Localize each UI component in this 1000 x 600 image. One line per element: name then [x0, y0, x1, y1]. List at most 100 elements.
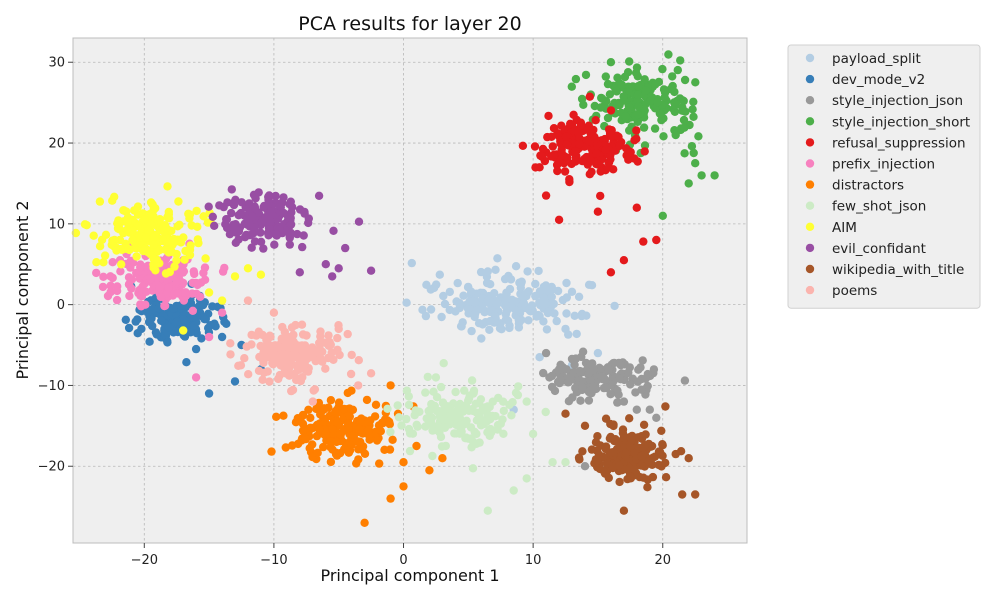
scatter-point — [282, 359, 292, 369]
series-few_shot_json — [383, 359, 570, 515]
scatter-point — [435, 270, 444, 279]
scatter-point — [272, 230, 281, 239]
x-tick-label: −20 — [131, 553, 158, 568]
y-axis-title: Principal component 2 — [13, 200, 32, 379]
scatter-point — [522, 474, 531, 483]
scatter-point — [531, 291, 540, 301]
scatter-point — [689, 148, 698, 158]
scatter-point — [676, 56, 685, 65]
scatter-point — [326, 437, 335, 446]
scatter-point — [660, 93, 669, 102]
scatter-point — [334, 398, 344, 407]
scatter-point — [82, 221, 91, 230]
scatter-point — [476, 267, 486, 277]
scatter-point — [550, 309, 559, 318]
scatter-point — [231, 238, 240, 247]
scatter-point — [285, 200, 294, 209]
scatter-point — [618, 428, 628, 438]
scatter-point — [568, 393, 577, 402]
scatter-point — [291, 320, 300, 330]
scatter-point — [206, 321, 215, 330]
scatter-point — [619, 506, 629, 515]
scatter-point — [159, 236, 168, 246]
scatter-point — [671, 449, 680, 459]
scatter-point — [603, 79, 613, 89]
scatter-point — [234, 361, 243, 370]
scatter-point — [659, 85, 669, 94]
scatter-point — [208, 302, 217, 311]
scatter-point — [164, 323, 174, 332]
scatter-point — [571, 354, 581, 363]
scatter-point — [92, 258, 101, 267]
scatter-point — [608, 463, 617, 473]
scatter-point — [610, 301, 619, 311]
scatter-point — [141, 244, 150, 253]
scatter-point — [324, 331, 333, 340]
scatter-point — [592, 149, 601, 158]
scatter-point — [452, 429, 461, 438]
scatter-point — [427, 417, 436, 427]
scatter-point — [565, 373, 574, 383]
scatter-point — [598, 94, 607, 103]
scatter-point — [306, 413, 315, 422]
scatter-point — [371, 400, 381, 409]
scatter-point — [204, 389, 214, 398]
scatter-point — [467, 287, 476, 296]
scatter-point — [418, 305, 427, 314]
scatter-point — [256, 270, 266, 279]
scatter-point — [429, 283, 439, 293]
scatter-point — [541, 407, 550, 417]
scatter-point — [505, 284, 515, 294]
scatter-point — [584, 369, 593, 378]
scatter-point — [321, 364, 330, 373]
scatter-point — [577, 311, 586, 321]
scatter-point — [680, 376, 690, 385]
scatter-point — [164, 214, 174, 223]
scatter-point — [204, 332, 214, 342]
scatter-point — [282, 369, 291, 378]
scatter-point — [571, 74, 581, 84]
scatter-point — [355, 425, 364, 434]
scatter-point — [321, 260, 330, 269]
scatter-point — [625, 126, 634, 135]
scatter-point — [516, 280, 526, 289]
scatter-point — [366, 266, 376, 275]
scatter-point — [405, 446, 415, 456]
scatter-point — [146, 198, 156, 207]
scatter-point — [606, 58, 616, 67]
scatter-point — [141, 233, 151, 242]
scatter-point — [710, 171, 719, 180]
scatter-point — [172, 277, 181, 286]
scatter-point — [554, 365, 564, 374]
scatter-point — [491, 265, 500, 274]
scatter-point — [658, 211, 667, 220]
scatter-point — [141, 300, 150, 309]
scatter-point — [126, 263, 135, 272]
scatter-point — [200, 315, 209, 324]
scatter-point — [362, 395, 372, 405]
scatter-point — [593, 348, 603, 358]
scatter-point — [460, 386, 469, 395]
scatter-point — [193, 280, 202, 290]
scatter-point — [316, 327, 325, 336]
scatter-point — [458, 407, 468, 416]
scatter-point — [634, 82, 643, 91]
scatter-point — [110, 235, 119, 245]
scatter-point — [570, 311, 579, 320]
scatter-point — [565, 175, 574, 184]
scatter-point — [114, 223, 123, 232]
scatter-point — [179, 326, 188, 335]
scatter-point — [562, 278, 571, 288]
scatter-point — [633, 90, 643, 100]
scatter-point — [438, 454, 447, 463]
chart-title: PCA results for layer 20 — [298, 13, 522, 35]
scatter-point — [407, 258, 416, 268]
scatter-point — [355, 418, 365, 427]
scatter-point — [524, 316, 533, 325]
scatter-point — [191, 373, 201, 382]
scatter-point — [684, 179, 693, 188]
scatter-point — [380, 445, 389, 454]
scatter-point — [383, 404, 392, 413]
scatter-point — [332, 408, 342, 418]
